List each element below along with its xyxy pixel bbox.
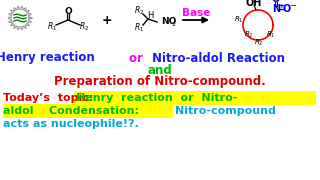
Text: Base: Base [182,8,210,18]
Text: O: O [64,6,72,15]
Text: $R_2$: $R_2$ [79,21,89,33]
Text: $R_2$: $R_2$ [254,38,264,48]
Text: and: and [148,64,172,76]
Text: Nitro-aldol Reaction: Nitro-aldol Reaction [152,51,285,64]
Text: H: H [147,10,153,19]
Text: Preparation of Nitro-compound.: Preparation of Nitro-compound. [54,75,266,89]
Text: $R_1$: $R_1$ [266,30,276,40]
Text: OH: OH [246,0,262,8]
Text: aldol    Condensation:: aldol Condensation: [3,106,139,116]
Polygon shape [11,9,29,27]
Bar [3,104,173,118]
Text: or: or [129,51,147,64]
Text: acts as nucleophile!?.: acts as nucleophile!?. [3,119,139,129]
Text: Nitro-compound: Nitro-compound [175,106,276,116]
Text: −: − [290,1,297,10]
Text: $R_1$: $R_1$ [134,22,144,34]
Text: Today’s  topic:: Today’s topic: [3,93,93,103]
Text: $R_1$: $R_1$ [47,21,57,33]
Bar [74,91,316,105]
Text: +: + [102,14,112,26]
Text: +: + [278,3,284,9]
Text: O: O [283,4,291,14]
Text: $R_2$: $R_2$ [244,30,254,40]
Text: O: O [272,0,280,4]
Text: NO: NO [161,17,176,26]
Text: Henry  reaction  or  Nitro-: Henry reaction or Nitro- [76,93,237,103]
Text: Henry reaction: Henry reaction [0,51,99,64]
Text: 2: 2 [172,22,176,28]
Text: N: N [272,4,280,14]
Text: $R_2$: $R_2$ [134,5,144,17]
Text: $R_1$: $R_1$ [234,15,244,25]
